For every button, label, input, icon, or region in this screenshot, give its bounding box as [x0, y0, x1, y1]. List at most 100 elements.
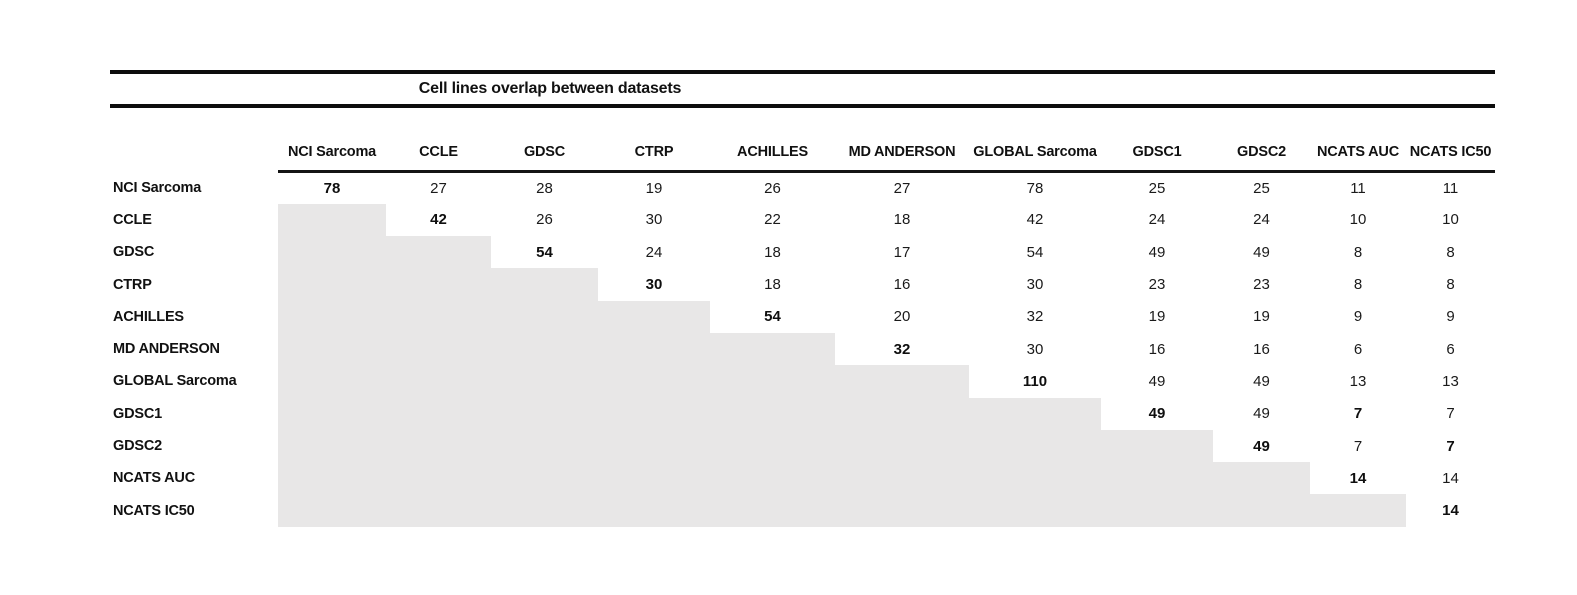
shaded-cell-gdsc1-global-sarcoma — [969, 397, 1101, 430]
column-header-gdsc1: GDSC1 — [1101, 133, 1213, 173]
cell-global-sarcoma-gdsc2: 49 — [1253, 372, 1270, 390]
cell-ncats-auc-ncats-auc: 14 — [1349, 469, 1367, 487]
shaded-cell-gdsc2-global-sarcoma — [969, 429, 1101, 463]
column-header-ncats-ic50: NCATS IC50 — [1406, 133, 1495, 173]
column-header-ccle: CCLE — [386, 133, 491, 173]
cell-global-sarcoma-global-sarcoma: 110 — [1022, 372, 1048, 390]
cell-ccle-global-sarcoma: 42 — [1026, 211, 1044, 229]
cell-ccle-ncats-ic50: 10 — [1442, 211, 1459, 229]
table-row-ncats-ic50: NCATS IC50 14 — [110, 494, 1495, 527]
shaded-cell-gdsc2-ccle — [386, 429, 491, 463]
cell-gdsc2-gdsc2: 49 — [1253, 437, 1270, 455]
shaded-cell-ncats-auc-md-anderson — [835, 462, 969, 495]
cell-ctrp-gdsc2: 23 — [1253, 276, 1270, 294]
column-header-md-anderson: MD ANDERSON — [835, 133, 969, 173]
shaded-cell-ctrp-gdsc — [491, 268, 598, 301]
column-header-gdsc: GDSC — [491, 133, 598, 173]
shaded-cell-gdsc1-gdsc — [491, 397, 598, 430]
shaded-cell-achilles-ccle — [386, 300, 491, 333]
column-header-gdsc2: GDSC2 — [1213, 133, 1310, 173]
shaded-cell-gdsc2-gdsc1 — [1101, 429, 1213, 463]
cell-nci-sarcoma-ccle: 27 — [430, 179, 447, 197]
cell-gdsc1-gdsc2: 49 — [1253, 405, 1270, 423]
shaded-cell-global-sarcoma-ccle — [386, 365, 491, 398]
shaded-cell-ncats-auc-global-sarcoma — [969, 462, 1101, 495]
shaded-cell-ncats-auc-gdsc2 — [1213, 462, 1310, 495]
table-row-achilles: ACHILLES 54 20 32 19 19 9 9 — [110, 300, 1495, 333]
row-label-global-sarcoma: GLOBAL Sarcoma — [113, 373, 237, 390]
cell-nci-sarcoma-gdsc: 28 — [536, 179, 553, 197]
cell-nci-sarcoma-global-sarcoma: 78 — [1026, 179, 1044, 197]
cell-ctrp-achilles: 18 — [764, 276, 781, 294]
shaded-cell-ncats-auc-ctrp — [598, 462, 710, 495]
cell-gdsc-ctrp: 24 — [645, 243, 663, 261]
cell-achilles-ncats-ic50: 9 — [1446, 308, 1455, 326]
table-row-global-sarcoma: GLOBAL Sarcoma 110 49 49 13 13 — [110, 365, 1495, 398]
shaded-cell-ncats-ic50-ncats-auc — [1310, 494, 1406, 527]
cell-nci-sarcoma-nci-sarcoma: 78 — [323, 179, 341, 197]
row-label-nci-sarcoma: NCI Sarcoma — [113, 179, 202, 196]
shaded-cell-ncats-ic50-achilles — [710, 494, 835, 527]
cell-md-anderson-ncats-auc: 6 — [1353, 340, 1363, 358]
shaded-cell-ncats-ic50-gdsc2 — [1213, 494, 1310, 527]
cell-gdsc-ncats-ic50: 8 — [1446, 243, 1455, 261]
cell-nci-sarcoma-gdsc1: 25 — [1148, 179, 1166, 197]
cell-md-anderson-global-sarcoma: 30 — [1026, 340, 1044, 358]
cell-ctrp-ctrp: 30 — [645, 276, 663, 294]
cell-ccle-gdsc2: 24 — [1253, 211, 1270, 229]
title-rule-bottom — [110, 104, 1495, 108]
cell-nci-sarcoma-gdsc2: 25 — [1253, 179, 1270, 197]
cell-ccle-achilles: 22 — [764, 211, 781, 229]
column-header-nci-sarcoma: NCI Sarcoma — [278, 133, 386, 173]
shaded-cell-achilles-ctrp — [598, 300, 710, 333]
cell-achilles-global-sarcoma: 32 — [1026, 308, 1044, 326]
table-row-gdsc2: GDSC2 49 7 7 — [110, 429, 1495, 463]
cell-gdsc-gdsc1: 49 — [1148, 243, 1166, 261]
title-rule-top — [110, 70, 1495, 74]
cell-gdsc1-ncats-auc: 7 — [1353, 405, 1363, 423]
shaded-cell-global-sarcoma-achilles — [710, 365, 835, 398]
cell-ctrp-global-sarcoma: 30 — [1026, 276, 1044, 294]
cell-gdsc2-ncats-ic50: 7 — [1446, 437, 1455, 455]
cell-gdsc-md-anderson: 17 — [893, 243, 911, 261]
shaded-cell-gdsc1-achilles — [710, 397, 835, 430]
cell-achilles-achilles: 54 — [764, 308, 781, 326]
cell-md-anderson-gdsc2: 16 — [1253, 340, 1270, 358]
shaded-cell-gdsc2-md-anderson — [835, 429, 969, 463]
table-row-gdsc: GDSC 54 24 18 17 54 49 49 8 8 — [110, 236, 1495, 269]
row-label-ctrp: CTRP — [113, 276, 152, 293]
cell-ccle-ccle: 42 — [430, 211, 447, 229]
cell-gdsc1-ncats-ic50: 7 — [1446, 405, 1455, 423]
row-label-ncats-auc: NCATS AUC — [113, 470, 195, 487]
shaded-cell-ncats-ic50-ctrp — [598, 494, 710, 527]
cell-nci-sarcoma-achilles: 26 — [764, 179, 781, 197]
cell-ccle-gdsc: 26 — [536, 211, 553, 229]
shaded-cell-gdsc1-md-anderson — [835, 397, 969, 430]
shaded-cell-ncats-ic50-gdsc — [491, 494, 598, 527]
shaded-cell-ncats-auc-ccle — [386, 462, 491, 495]
table-row-ccle: CCLE 42 26 30 22 18 42 24 24 10 10 — [110, 203, 1495, 237]
shaded-cell-gdsc2-ctrp — [598, 429, 710, 463]
cell-gdsc-gdsc: 54 — [536, 243, 553, 261]
cell-gdsc1-gdsc1: 49 — [1148, 405, 1166, 423]
cell-ncats-auc-ncats-ic50: 14 — [1442, 469, 1459, 487]
shaded-cell-global-sarcoma-md-anderson — [835, 365, 969, 398]
row-label-md-anderson: MD ANDERSON — [113, 341, 220, 358]
shaded-cell-ctrp-ccle — [386, 268, 491, 301]
table-row-ctrp: CTRP 30 18 16 30 23 23 8 8 — [110, 268, 1495, 301]
cell-md-anderson-md-anderson: 32 — [893, 340, 911, 358]
shaded-cell-gdsc2-nci-sarcoma — [278, 429, 386, 463]
shaded-cell-global-sarcoma-nci-sarcoma — [278, 365, 386, 398]
shaded-cell-ncats-ic50-ccle — [386, 494, 491, 527]
shaded-cell-ncats-ic50-nci-sarcoma — [278, 494, 386, 527]
table-row-md-anderson: MD ANDERSON 32 30 16 16 6 6 — [110, 332, 1495, 366]
row-label-gdsc: GDSC — [113, 244, 155, 261]
overlap-table: NCI Sarcoma CCLE GDSC CTRP ACHILLES MD ANDERS… — [110, 133, 1495, 527]
column-header-achilles: ACHILLES — [710, 133, 835, 173]
table-row-nci-sarcoma: NCI Sarcoma 78 27 28 19 26 27 78 25 25 11 11 — [110, 172, 1495, 204]
shaded-cell-gdsc2-achilles — [710, 429, 835, 463]
shaded-cell-gdsc-ccle — [386, 236, 491, 269]
shaded-cell-md-anderson-ccle — [386, 332, 491, 366]
shaded-cell-ncats-ic50-md-anderson — [835, 494, 969, 527]
row-label-ncats-ic50: NCATS IC50 — [113, 502, 195, 519]
